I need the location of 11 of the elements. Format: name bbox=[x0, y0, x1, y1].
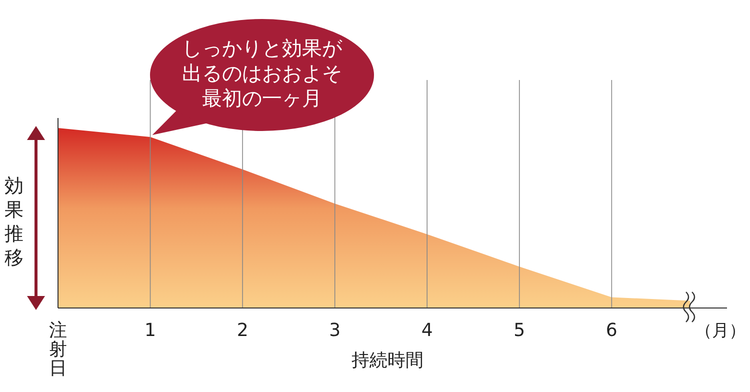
y-axis-title: 効果推移 bbox=[4, 175, 24, 269]
annotation: しっかりと効果が出るのはおおよそ最初の一ヶ月 bbox=[182, 36, 343, 110]
x-tick-label: 1 bbox=[144, 320, 156, 341]
x-tick-label: 6 bbox=[606, 320, 618, 341]
x-tick-label: 2 bbox=[236, 320, 248, 341]
x-axis-title: 持続時間 bbox=[352, 350, 424, 371]
x-tick-label: 注射日 bbox=[49, 320, 67, 379]
x-tick-label: 3 bbox=[329, 320, 341, 341]
x-tick-label: 5 bbox=[514, 320, 526, 341]
text: （月） bbox=[695, 321, 746, 341]
x-tick-label: 4 bbox=[421, 320, 433, 341]
